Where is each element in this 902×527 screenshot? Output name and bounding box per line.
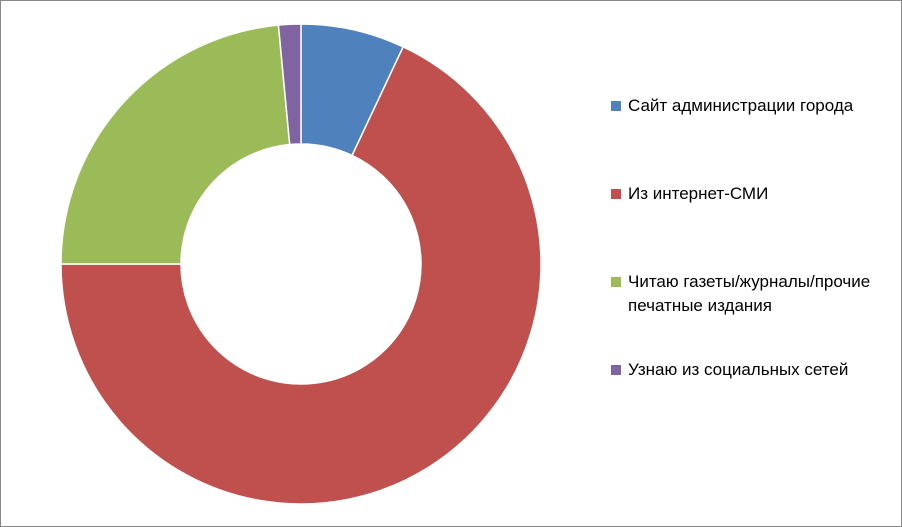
- donut: [60, 23, 542, 505]
- donut-segment: [277, 23, 302, 146]
- legend-label: Узнаю из социальных сетей: [628, 360, 849, 379]
- legend-label: Сайт администрации города: [628, 96, 854, 115]
- legend-label: Читаю газеты/журналы/прочие печатные изд…: [628, 272, 871, 315]
- legend-item: Из интернет-СМИ: [611, 182, 886, 206]
- legend-swatch: [611, 189, 621, 199]
- legend-swatch: [611, 365, 621, 375]
- donut-segment: [60, 45, 542, 505]
- legend-item: Узнаю из социальных сетей: [611, 358, 886, 382]
- legend-label: Из интернет-СМИ: [628, 184, 769, 203]
- legend-item: Сайт администрации города: [611, 94, 886, 118]
- legend-item: Читаю газеты/журналы/прочие печатные изд…: [611, 270, 886, 318]
- legend-swatch: [611, 277, 621, 287]
- legend-swatch: [611, 101, 621, 111]
- donut-segment: [60, 24, 291, 265]
